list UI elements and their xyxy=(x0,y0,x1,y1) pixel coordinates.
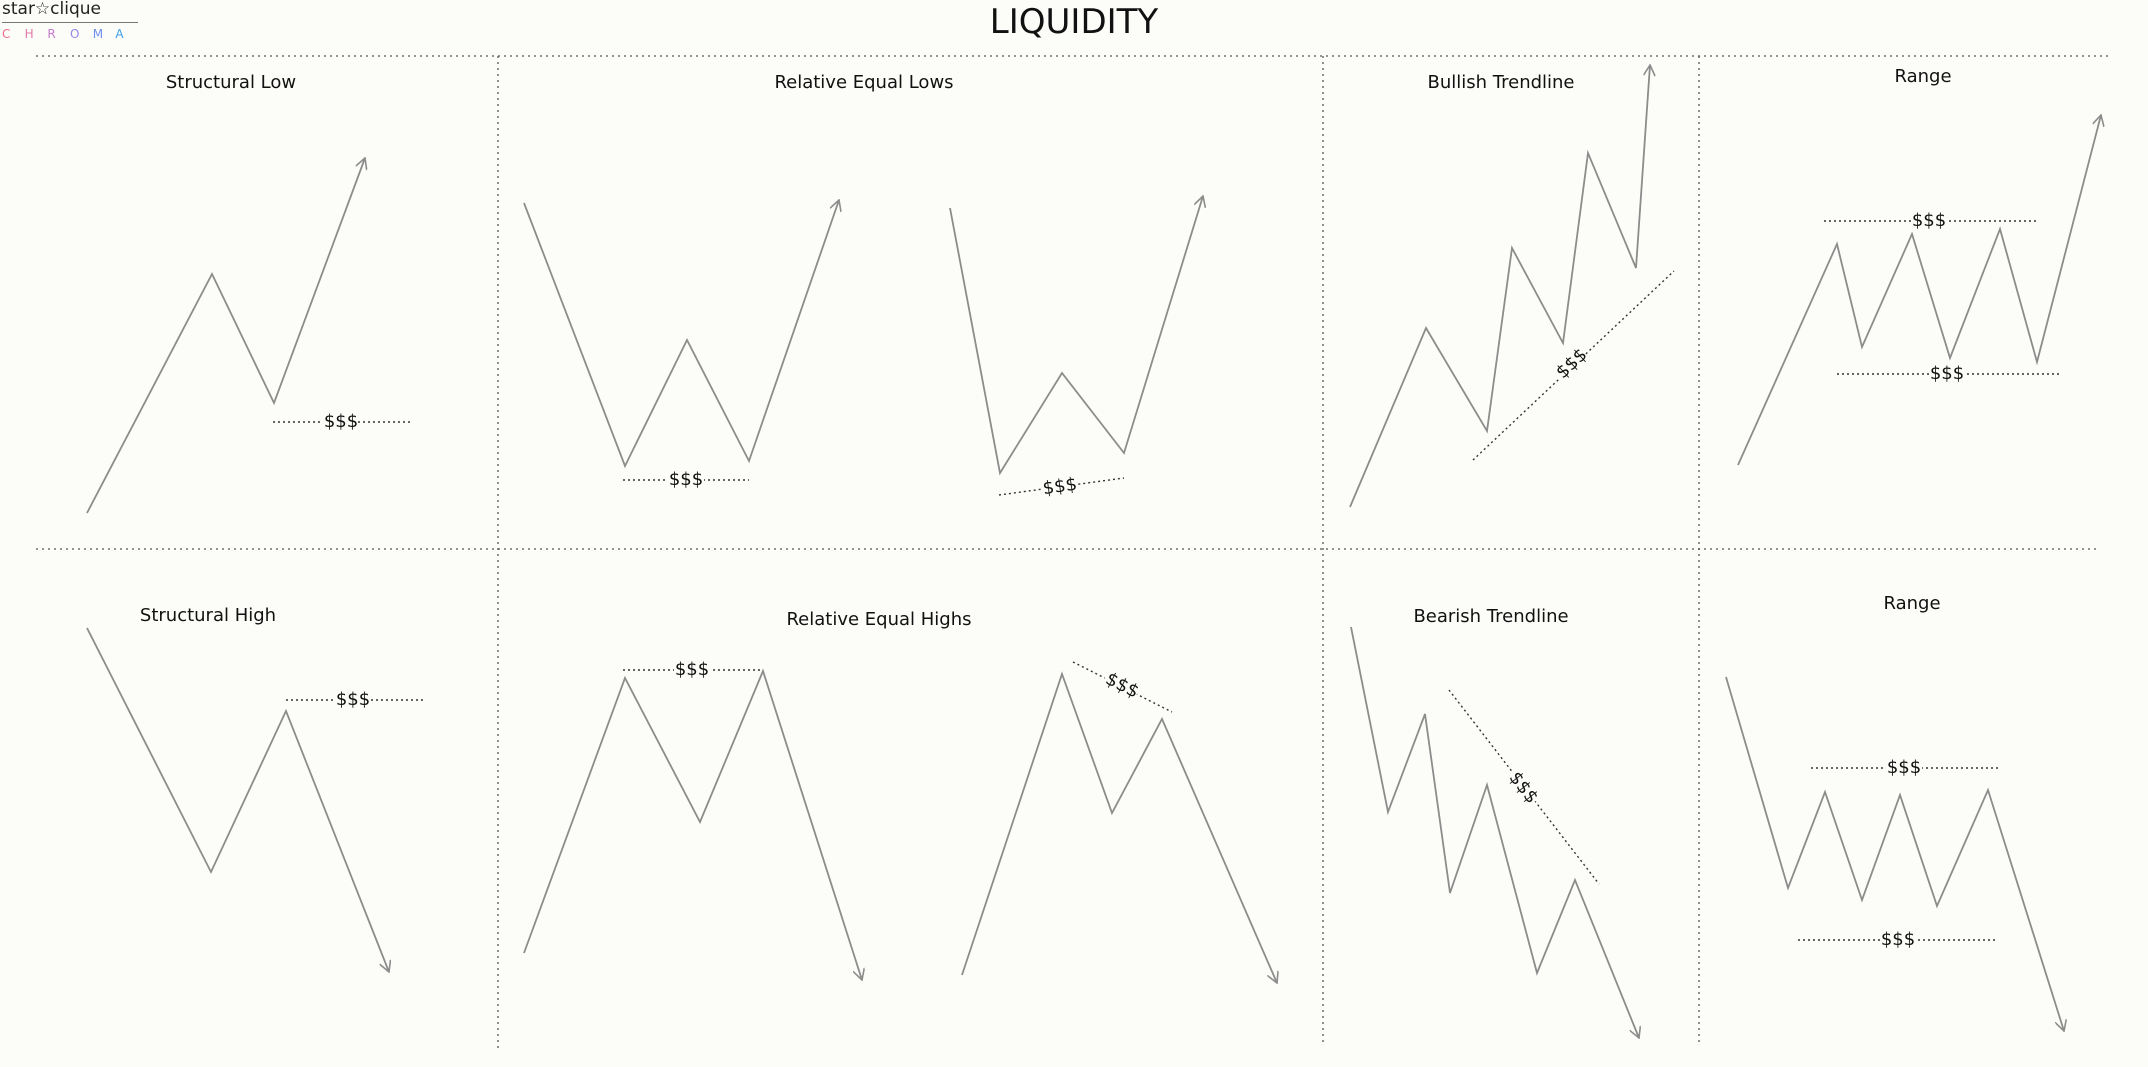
page-title: LIQUIDITY xyxy=(989,2,1159,42)
logo-letter: M xyxy=(92,27,104,41)
level-bullish-trendline xyxy=(1472,270,1675,461)
liquidity-label: $$$ xyxy=(1887,757,1921,778)
label-bg xyxy=(1911,210,1947,232)
liquidity-label: $$$ xyxy=(1505,768,1543,808)
label-bg xyxy=(668,469,704,491)
panel-title-relative-equal-lows: Relative Equal Lows xyxy=(774,72,954,93)
label-bg xyxy=(1550,344,1592,386)
price-path-structural-low xyxy=(86,158,365,514)
price-path-range-top xyxy=(1737,115,2101,466)
liquidity-levels xyxy=(273,220,2060,941)
price-path-relative-equal-highs-1 xyxy=(523,668,862,980)
label-bg xyxy=(1880,929,1916,951)
grid-dividers xyxy=(36,55,2110,1050)
logo: star☆clique C H R O M A xyxy=(2,0,138,41)
liquidity-labels: $$$ $$$ $$$ $$$ $$$ $$$ $$$ $$$ $$$ $$$ … xyxy=(322,210,1965,951)
liquidity-label: $$$ xyxy=(1912,210,1946,231)
liquidity-label: $$$ xyxy=(1930,363,1964,384)
price-path-structural-high xyxy=(86,627,389,972)
level-bearish-trendline xyxy=(1448,689,1600,885)
panel-title-bearish-trendline: Bearish Trendline xyxy=(1413,606,1569,627)
logo-subtitle: C H R O M A xyxy=(2,27,138,41)
label-bg xyxy=(1100,667,1143,704)
panel-title-range-top: Range xyxy=(1894,66,1952,87)
liquidity-label: $$$ xyxy=(675,659,709,680)
logo-name: star☆clique xyxy=(2,0,138,23)
price-path-range-bottom xyxy=(1725,676,2064,1031)
price-path-bearish-trendline xyxy=(1350,626,1639,1038)
logo-letter: C xyxy=(2,27,11,41)
liquidity-label: $$$ xyxy=(1881,929,1915,950)
price-path-relative-equal-lows-1 xyxy=(523,200,839,469)
label-bg xyxy=(335,689,371,711)
liquidity-label: $$$ xyxy=(1041,474,1078,500)
panel-title-range-bottom: Range xyxy=(1883,593,1941,614)
liquidity-label: $$$ xyxy=(669,469,703,490)
logo-letter: R xyxy=(47,27,56,41)
price-path-relative-equal-highs-2 xyxy=(961,671,1277,983)
liquidity-label: $$$ xyxy=(324,411,358,432)
panel-title-bullish-trendline: Bullish Trendline xyxy=(1427,72,1575,93)
price-path-bullish-trendline xyxy=(1349,65,1650,508)
label-bg xyxy=(322,411,358,433)
liquidity-label: $$$ xyxy=(336,689,370,710)
logo-letter: A xyxy=(115,27,124,41)
label-bg xyxy=(1886,757,1922,779)
price-path-relative-equal-lows-2 xyxy=(949,196,1203,476)
label-bg xyxy=(1503,767,1543,809)
liquidity-label: $$$ xyxy=(1552,344,1591,383)
price-paths xyxy=(86,65,2101,1038)
level-relative-equal-lows-2 xyxy=(998,477,1125,496)
logo-letter: O xyxy=(70,27,80,41)
panel-title-relative-equal-highs: Relative Equal Highs xyxy=(786,609,972,630)
label-bg xyxy=(1040,473,1080,501)
label-bg xyxy=(1929,363,1965,385)
label-bg xyxy=(674,659,710,681)
panel-title-structural-low: Structural Low xyxy=(165,72,297,93)
panel-title-structural-high: Structural High xyxy=(139,605,277,626)
logo-letter: H xyxy=(24,27,34,41)
